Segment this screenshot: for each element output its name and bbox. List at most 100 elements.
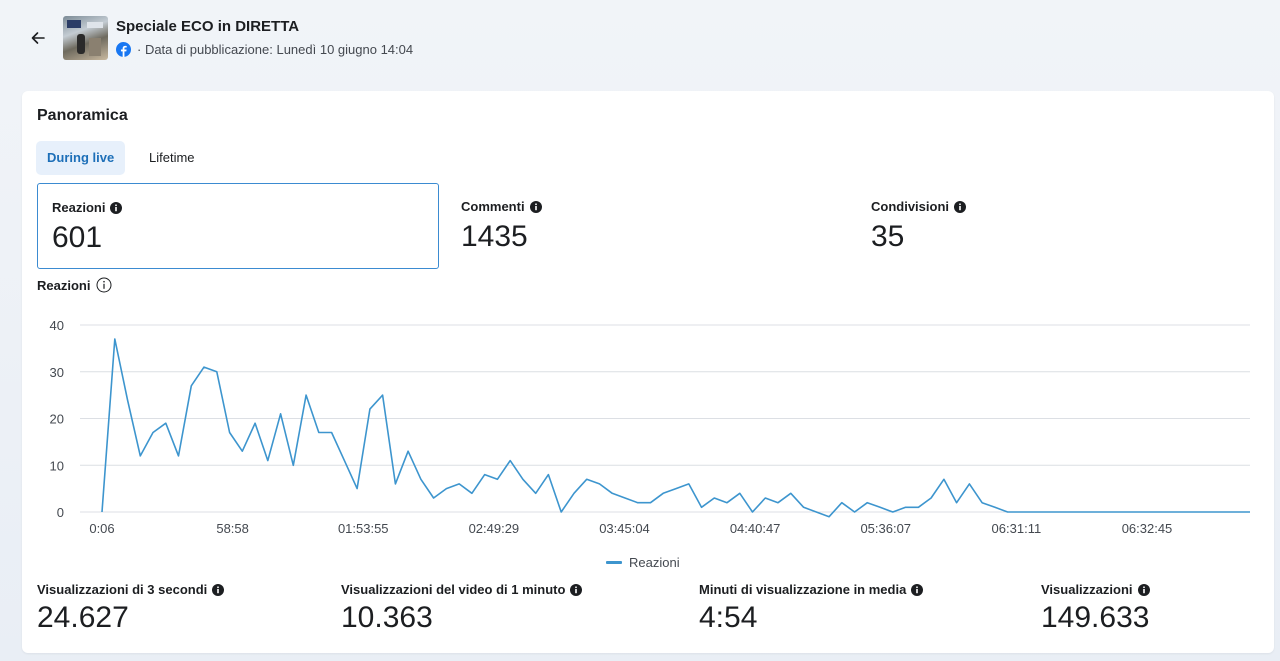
data-point[interactable] (762, 495, 768, 501)
data-point[interactable] (227, 430, 233, 436)
info-icon[interactable] (570, 583, 583, 596)
data-point[interactable] (1158, 509, 1164, 515)
data-point[interactable] (1107, 509, 1113, 515)
data-point[interactable] (99, 509, 105, 515)
data-point[interactable] (533, 490, 539, 496)
data-point[interactable] (392, 481, 398, 487)
data-point[interactable] (864, 500, 870, 506)
data-point[interactable] (252, 420, 258, 426)
data-point[interactable] (903, 504, 909, 510)
data-point[interactable] (405, 448, 411, 454)
data-point[interactable] (494, 476, 500, 482)
data-point[interactable] (992, 504, 998, 510)
data-point[interactable] (456, 481, 462, 487)
data-point[interactable] (469, 490, 475, 496)
data-point[interactable] (1222, 509, 1228, 515)
data-point[interactable] (125, 397, 131, 403)
data-point[interactable] (1247, 509, 1253, 515)
info-icon[interactable] (110, 201, 123, 214)
data-point[interactable] (737, 490, 743, 496)
data-point[interactable] (316, 430, 322, 436)
data-point[interactable] (329, 430, 335, 436)
data-point[interactable] (597, 481, 603, 487)
data-point[interactable] (635, 500, 641, 506)
data-point[interactable] (303, 392, 309, 398)
series-line-reazioni[interactable] (101, 338, 1250, 518)
data-point[interactable] (660, 490, 666, 496)
data-point[interactable] (112, 336, 118, 342)
data-point[interactable] (1005, 509, 1011, 515)
arrow-left-icon[interactable] (28, 28, 48, 48)
data-point[interactable] (954, 500, 960, 506)
data-point[interactable] (1145, 509, 1151, 515)
data-point[interactable] (852, 509, 858, 515)
data-point[interactable] (1056, 509, 1062, 515)
info-outline-icon[interactable] (96, 277, 112, 293)
data-point[interactable] (979, 500, 985, 506)
data-point[interactable] (176, 453, 182, 459)
data-point[interactable] (966, 481, 972, 487)
data-point[interactable] (1171, 509, 1177, 515)
data-point[interactable] (201, 364, 207, 370)
data-point[interactable] (1234, 509, 1240, 515)
data-point[interactable] (915, 504, 921, 510)
data-point[interactable] (750, 509, 756, 515)
data-point[interactable] (877, 504, 883, 510)
data-point[interactable] (1119, 509, 1125, 515)
data-point[interactable] (431, 495, 437, 501)
data-point[interactable] (545, 472, 551, 478)
data-point[interactable] (788, 490, 794, 496)
data-point[interactable] (1094, 509, 1100, 515)
data-point[interactable] (648, 500, 654, 506)
data-point[interactable] (622, 495, 628, 501)
data-point[interactable] (188, 383, 194, 389)
data-point[interactable] (354, 486, 360, 492)
data-point[interactable] (278, 411, 284, 417)
data-point[interactable] (380, 392, 386, 398)
data-point[interactable] (1183, 509, 1189, 515)
info-icon[interactable] (1137, 583, 1150, 596)
data-point[interactable] (928, 495, 934, 501)
data-point[interactable] (1132, 509, 1138, 515)
data-point[interactable] (711, 495, 717, 501)
data-point[interactable] (839, 500, 845, 506)
data-point[interactable] (558, 509, 564, 515)
info-icon[interactable] (911, 583, 924, 596)
data-point[interactable] (1017, 509, 1023, 515)
data-point[interactable] (265, 458, 271, 464)
data-point[interactable] (1043, 509, 1049, 515)
tab-lifetime[interactable]: Lifetime (149, 150, 195, 165)
data-point[interactable] (137, 453, 143, 459)
data-point[interactable] (801, 504, 807, 510)
data-point[interactable] (418, 476, 424, 482)
tab-during-live[interactable]: During live (36, 141, 126, 175)
data-point[interactable] (341, 458, 347, 464)
data-point[interactable] (163, 420, 169, 426)
data-point[interactable] (482, 472, 488, 478)
data-point[interactable] (686, 481, 692, 487)
data-point[interactable] (443, 486, 449, 492)
video-thumbnail[interactable] (63, 16, 108, 60)
data-point[interactable] (699, 504, 705, 510)
metric-shares[interactable]: Condivisioni 35 (857, 183, 1259, 269)
data-point[interactable] (775, 500, 781, 506)
data-point[interactable] (826, 514, 832, 520)
data-point[interactable] (214, 369, 220, 375)
data-point[interactable] (520, 476, 526, 482)
metric-comments[interactable]: Commenti 1435 (447, 183, 849, 269)
data-point[interactable] (584, 476, 590, 482)
chart-legend[interactable]: Reazioni (606, 555, 680, 570)
data-point[interactable] (571, 490, 577, 496)
data-point[interactable] (609, 490, 615, 496)
data-point[interactable] (1196, 509, 1202, 515)
info-icon[interactable] (529, 200, 542, 213)
data-point[interactable] (1081, 509, 1087, 515)
data-point[interactable] (890, 509, 896, 515)
data-point[interactable] (813, 509, 819, 515)
data-point[interactable] (239, 448, 245, 454)
data-point[interactable] (1030, 509, 1036, 515)
data-point[interactable] (367, 406, 373, 412)
data-point[interactable] (507, 458, 513, 464)
data-point[interactable] (1209, 509, 1215, 515)
data-point[interactable] (1068, 509, 1074, 515)
